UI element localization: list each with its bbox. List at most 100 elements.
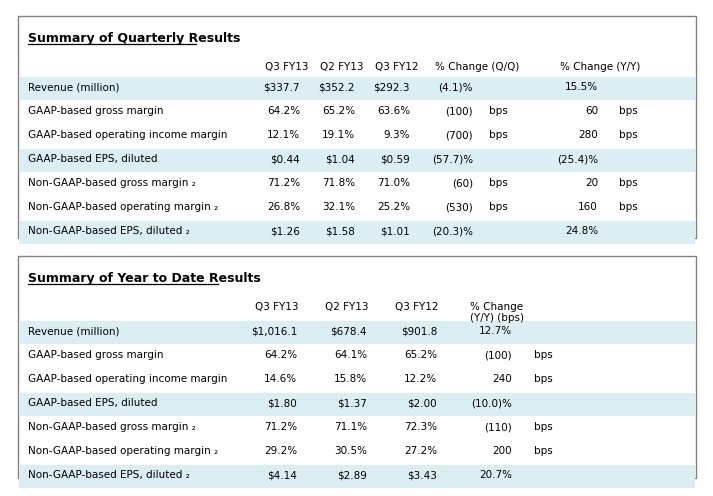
Text: $0.44: $0.44: [270, 154, 300, 164]
Text: Summary of Year to Date Results: Summary of Year to Date Results: [28, 272, 261, 285]
FancyBboxPatch shape: [19, 465, 695, 488]
Text: $292.3: $292.3: [374, 82, 410, 92]
Text: (700): (700): [446, 130, 473, 140]
Text: Summary of Quarterly Results: Summary of Quarterly Results: [28, 32, 240, 45]
Text: Non-GAAP-based gross margin ₂: Non-GAAP-based gross margin ₂: [28, 178, 196, 188]
Text: 65.2%: 65.2%: [322, 106, 355, 116]
Text: Q3 FY13: Q3 FY13: [265, 62, 309, 72]
Text: (110): (110): [484, 422, 512, 432]
Text: Q3 FY12: Q3 FY12: [395, 302, 438, 312]
Text: % Change: % Change: [470, 302, 523, 312]
Text: 64.1%: 64.1%: [334, 350, 367, 360]
Text: 64.2%: 64.2%: [264, 350, 297, 360]
Text: bps: bps: [620, 106, 638, 116]
Text: (100): (100): [446, 106, 473, 116]
Text: 24.8%: 24.8%: [565, 226, 598, 236]
Text: % Change (Q/Q): % Change (Q/Q): [435, 62, 519, 72]
Text: (20.3)%: (20.3)%: [432, 226, 473, 236]
FancyBboxPatch shape: [19, 221, 695, 244]
Text: Q3 FY12: Q3 FY12: [375, 62, 419, 72]
Text: 71.1%: 71.1%: [334, 422, 367, 432]
Text: $1.01: $1.01: [380, 226, 410, 236]
Text: 12.7%: 12.7%: [479, 326, 512, 336]
Text: 71.2%: 71.2%: [267, 178, 300, 188]
Text: bps: bps: [489, 106, 508, 116]
Text: 12.1%: 12.1%: [267, 130, 300, 140]
Text: 71.0%: 71.0%: [377, 178, 410, 188]
Text: (57.7)%: (57.7)%: [432, 154, 473, 164]
Text: Non-GAAP-based EPS, diluted ₂: Non-GAAP-based EPS, diluted ₂: [28, 226, 190, 236]
Text: % Change (Y/Y): % Change (Y/Y): [560, 62, 640, 72]
FancyBboxPatch shape: [18, 256, 696, 478]
Text: Non-GAAP-based gross margin ₂: Non-GAAP-based gross margin ₂: [28, 422, 196, 432]
Text: 60: 60: [585, 106, 598, 116]
Text: 280: 280: [578, 130, 598, 140]
Text: 30.5%: 30.5%: [334, 446, 367, 456]
Text: 72.3%: 72.3%: [404, 422, 437, 432]
Text: 71.8%: 71.8%: [322, 178, 355, 188]
Text: 27.2%: 27.2%: [404, 446, 437, 456]
Text: Non-GAAP-based EPS, diluted ₂: Non-GAAP-based EPS, diluted ₂: [28, 470, 190, 480]
Text: GAAP-based EPS, diluted: GAAP-based EPS, diluted: [28, 154, 158, 164]
Text: Q3 FY13: Q3 FY13: [255, 302, 299, 312]
Text: Non-GAAP-based operating margin ₂: Non-GAAP-based operating margin ₂: [28, 202, 218, 212]
FancyBboxPatch shape: [19, 393, 695, 416]
Text: GAAP-based operating income margin: GAAP-based operating income margin: [28, 130, 227, 140]
Text: bps: bps: [489, 202, 508, 212]
Text: $1.26: $1.26: [270, 226, 300, 236]
Text: 160: 160: [578, 202, 598, 212]
Text: $2.89: $2.89: [337, 470, 367, 480]
Text: $0.59: $0.59: [380, 154, 410, 164]
Text: bps: bps: [534, 350, 553, 360]
Text: GAAP-based operating income margin: GAAP-based operating income margin: [28, 374, 227, 384]
Text: 26.8%: 26.8%: [267, 202, 300, 212]
Text: bps: bps: [489, 130, 508, 140]
Text: (25.4)%: (25.4)%: [557, 154, 598, 164]
Text: (100): (100): [484, 350, 512, 360]
Text: 65.2%: 65.2%: [404, 350, 437, 360]
Text: 64.2%: 64.2%: [267, 106, 300, 116]
Text: $901.8: $901.8: [401, 326, 437, 336]
Text: 20.7%: 20.7%: [479, 470, 512, 480]
Text: $1.04: $1.04: [325, 154, 355, 164]
Text: $352.2: $352.2: [319, 82, 355, 92]
FancyBboxPatch shape: [19, 77, 695, 100]
Text: 15.8%: 15.8%: [334, 374, 367, 384]
Text: 9.3%: 9.3%: [384, 130, 410, 140]
Text: Revenue (million): Revenue (million): [28, 82, 120, 92]
Text: 14.6%: 14.6%: [264, 374, 297, 384]
Text: 12.2%: 12.2%: [404, 374, 437, 384]
Text: GAAP-based EPS, diluted: GAAP-based EPS, diluted: [28, 398, 158, 408]
Text: 19.1%: 19.1%: [322, 130, 355, 140]
Text: $1.58: $1.58: [325, 226, 355, 236]
Text: GAAP-based gross margin: GAAP-based gross margin: [28, 106, 163, 116]
Text: $678.4: $678.4: [331, 326, 367, 336]
Text: 240: 240: [492, 374, 512, 384]
Text: 20: 20: [585, 178, 598, 188]
Text: 63.6%: 63.6%: [377, 106, 410, 116]
Text: 200: 200: [493, 446, 512, 456]
Text: $2.00: $2.00: [407, 398, 437, 408]
Text: Revenue (million): Revenue (million): [28, 326, 120, 336]
Text: bps: bps: [620, 202, 638, 212]
Text: 32.1%: 32.1%: [322, 202, 355, 212]
Text: $4.14: $4.14: [267, 470, 297, 480]
FancyBboxPatch shape: [19, 149, 695, 172]
Text: Q2 FY13: Q2 FY13: [320, 62, 364, 72]
Text: 25.2%: 25.2%: [377, 202, 410, 212]
Text: bps: bps: [620, 130, 638, 140]
Text: Q2 FY13: Q2 FY13: [325, 302, 369, 312]
Text: $337.7: $337.7: [264, 82, 300, 92]
Text: $1,016.1: $1,016.1: [251, 326, 297, 336]
Text: bps: bps: [620, 178, 638, 188]
Text: bps: bps: [534, 374, 553, 384]
Text: (60): (60): [452, 178, 473, 188]
Text: (4.1)%: (4.1)%: [438, 82, 473, 92]
Text: bps: bps: [534, 422, 553, 432]
Text: Non-GAAP-based operating margin ₂: Non-GAAP-based operating margin ₂: [28, 446, 218, 456]
Text: (Y/Y) (bps): (Y/Y) (bps): [470, 313, 524, 323]
Text: 71.2%: 71.2%: [264, 422, 297, 432]
Text: $1.80: $1.80: [267, 398, 297, 408]
Text: 29.2%: 29.2%: [264, 446, 297, 456]
Text: (10.0)%: (10.0)%: [471, 398, 512, 408]
